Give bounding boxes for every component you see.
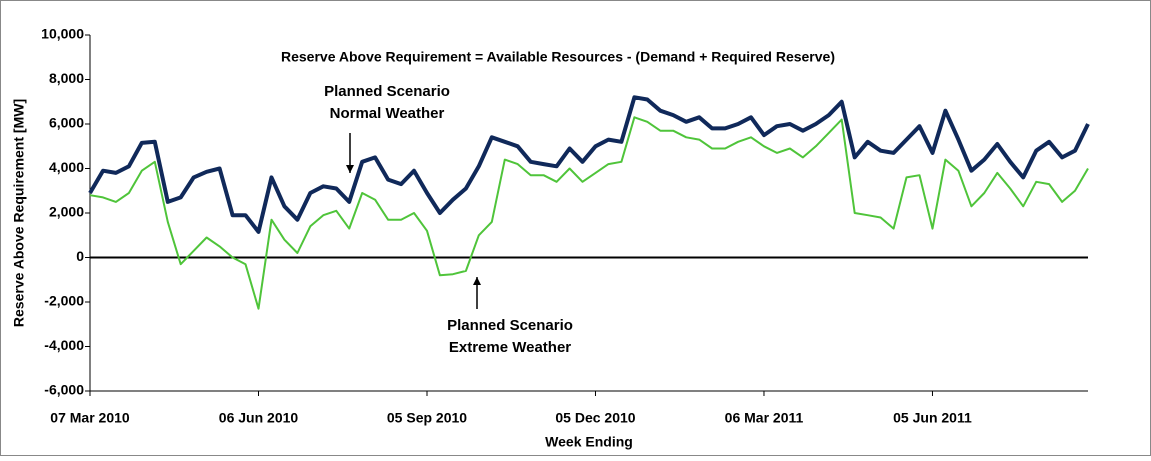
- x-tick-label: 06 Mar 2011: [725, 410, 804, 426]
- y-tick-label: 2,000: [49, 204, 84, 220]
- y-tick-label: -6,000: [44, 382, 84, 398]
- y-tick-label: 10,000: [41, 26, 84, 42]
- y-tick-label: 4,000: [49, 159, 84, 175]
- x-tick-label: 05 Dec 2010: [555, 410, 635, 426]
- x-tick-label: 06 Jun 2010: [219, 410, 299, 426]
- series-line: [88, 95, 1090, 234]
- annotation-arrowhead: [473, 277, 481, 285]
- y-tick-label: 8,000: [49, 70, 84, 86]
- annotation: Extreme Weather: [449, 339, 571, 356]
- y-tick-label: -4,000: [44, 337, 84, 353]
- x-axis-label: Week Ending: [545, 434, 633, 450]
- annotation: Normal Weather: [330, 105, 445, 122]
- y-tick-label: 6,000: [49, 115, 84, 131]
- chart-title: Reserve Above Requirement = Available Re…: [281, 49, 835, 65]
- x-tick-label: 05 Jun 2011: [893, 410, 972, 426]
- y-tick-label: 0: [76, 248, 84, 264]
- x-tick-label: 05 Sep 2010: [387, 410, 467, 426]
- x-tick-label: 07 Mar 2010: [50, 410, 130, 426]
- annotation: Planned Scenario: [447, 317, 573, 334]
- annotation: Planned Scenario: [324, 83, 450, 100]
- y-tick-label: -2,000: [44, 293, 84, 309]
- annotation-arrowhead: [346, 165, 354, 173]
- series-line: [89, 116, 1089, 310]
- y-axis-label: Reserve Above Requirement [MW]: [11, 99, 27, 327]
